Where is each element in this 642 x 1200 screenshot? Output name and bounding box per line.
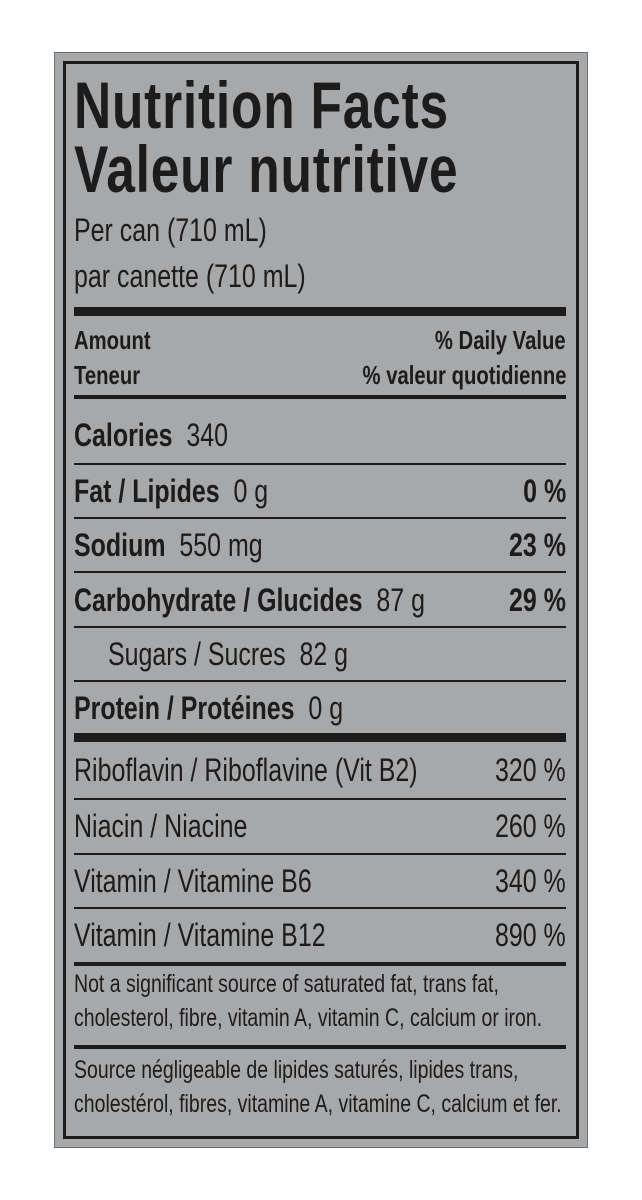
divider <box>74 907 566 909</box>
nutrient-amount: 0 g <box>308 690 344 726</box>
nutrient-amount: 82 g <box>299 636 349 672</box>
nutrient-row-carbohydrate: Carbohydrate / Glucides 87 g 29 % <box>74 575 566 625</box>
nutrient-amount: 87 g <box>376 582 425 618</box>
vitamin-row-riboflavin: Riboflavin / Riboflavine (Vit B2) 320 % <box>74 745 566 795</box>
nutrient-amount: 340 <box>186 417 229 453</box>
divider <box>74 853 566 855</box>
divider <box>74 463 566 465</box>
nutrient-row-calories: Calories 340 <box>74 410 566 460</box>
nutrient-name: Fat / Lipides <box>74 473 220 509</box>
nutrient-daily-value: 23 % <box>509 527 566 563</box>
nutrient-row-sodium: Sodium 550 mg 23 % <box>74 520 566 570</box>
thick-divider <box>74 733 566 742</box>
divider <box>74 571 566 573</box>
nutrient-daily-value: 0 % <box>522 473 566 509</box>
amount-header-fr: Teneur <box>74 360 141 390</box>
serving-size-en: Per can (710 mL) <box>74 212 267 248</box>
footnote-fr-line-1: Source négligeable de lipides saturés, l… <box>74 1056 519 1084</box>
vitamin-name: Vitamin / Vitamine B12 <box>74 917 326 953</box>
divider <box>74 626 566 628</box>
vitamin-name: Vitamin / Vitamine B6 <box>74 863 312 899</box>
vitamin-name: Niacin / Niacine <box>74 808 248 844</box>
label-frame: Nutrition Facts Valeur nutritive Per can… <box>63 61 579 1139</box>
divider <box>74 680 566 682</box>
divider <box>74 798 566 800</box>
nutrient-name: Protein / Protéines <box>74 690 295 726</box>
divider <box>74 395 566 399</box>
vitamin-daily-value: 320 % <box>495 752 566 788</box>
vitamin-daily-value: 890 % <box>495 917 566 953</box>
nutrient-amount: 550 mg <box>179 527 263 563</box>
daily-value-header-fr: % valeur quotidienne <box>362 360 566 390</box>
vitamin-daily-value: 260 % <box>495 808 566 844</box>
footnote-en-line-1: Not a significant source of saturated fa… <box>74 970 499 998</box>
nutrient-name: Sodium <box>74 527 166 563</box>
vitamin-daily-value: 340 % <box>495 863 566 899</box>
nutrient-row-sugars: Sugars / Sucres 82 g <box>74 629 566 679</box>
nutrient-name: Calories <box>74 417 173 453</box>
nutrient-amount: 0 g <box>233 473 269 509</box>
vitamin-name: Riboflavin / Riboflavine (Vit B2) <box>74 752 418 788</box>
nutrient-name: Carbohydrate / Glucides <box>74 582 363 618</box>
nutrient-row-protein: Protein / Protéines 0 g <box>74 683 566 733</box>
nutrient-row-fat: Fat / Lipides 0 g 0 % <box>74 466 566 516</box>
vitamin-row-b6: Vitamin / Vitamine B6 340 % <box>74 856 566 906</box>
divider <box>74 1045 566 1049</box>
vitamin-row-niacin: Niacin / Niacine 260 % <box>74 801 566 851</box>
amount-header-en: Amount <box>74 325 151 355</box>
thick-divider <box>74 307 566 316</box>
nutrient-daily-value: 29 % <box>509 582 566 618</box>
nutrition-label: Nutrition Facts Valeur nutritive Per can… <box>54 52 588 1148</box>
vitamin-row-b12: Vitamin / Vitamine B12 890 % <box>74 910 566 960</box>
divider <box>74 517 566 519</box>
daily-value-header-en: % Daily Value <box>435 325 566 355</box>
title-en: Nutrition Facts <box>74 68 449 142</box>
footnote-fr-line-2: cholestérol, fibres, vitamine A, vitamin… <box>74 1090 562 1118</box>
nutrient-name: Sugars / Sucres <box>108 636 286 672</box>
divider <box>74 962 566 966</box>
serving-size-fr: par canette (710 mL) <box>74 258 306 294</box>
title-fr: Valeur nutritive <box>74 132 459 206</box>
footnote-en-line-2: cholesterol, fibre, vitamin A, vitamin C… <box>74 1004 543 1032</box>
